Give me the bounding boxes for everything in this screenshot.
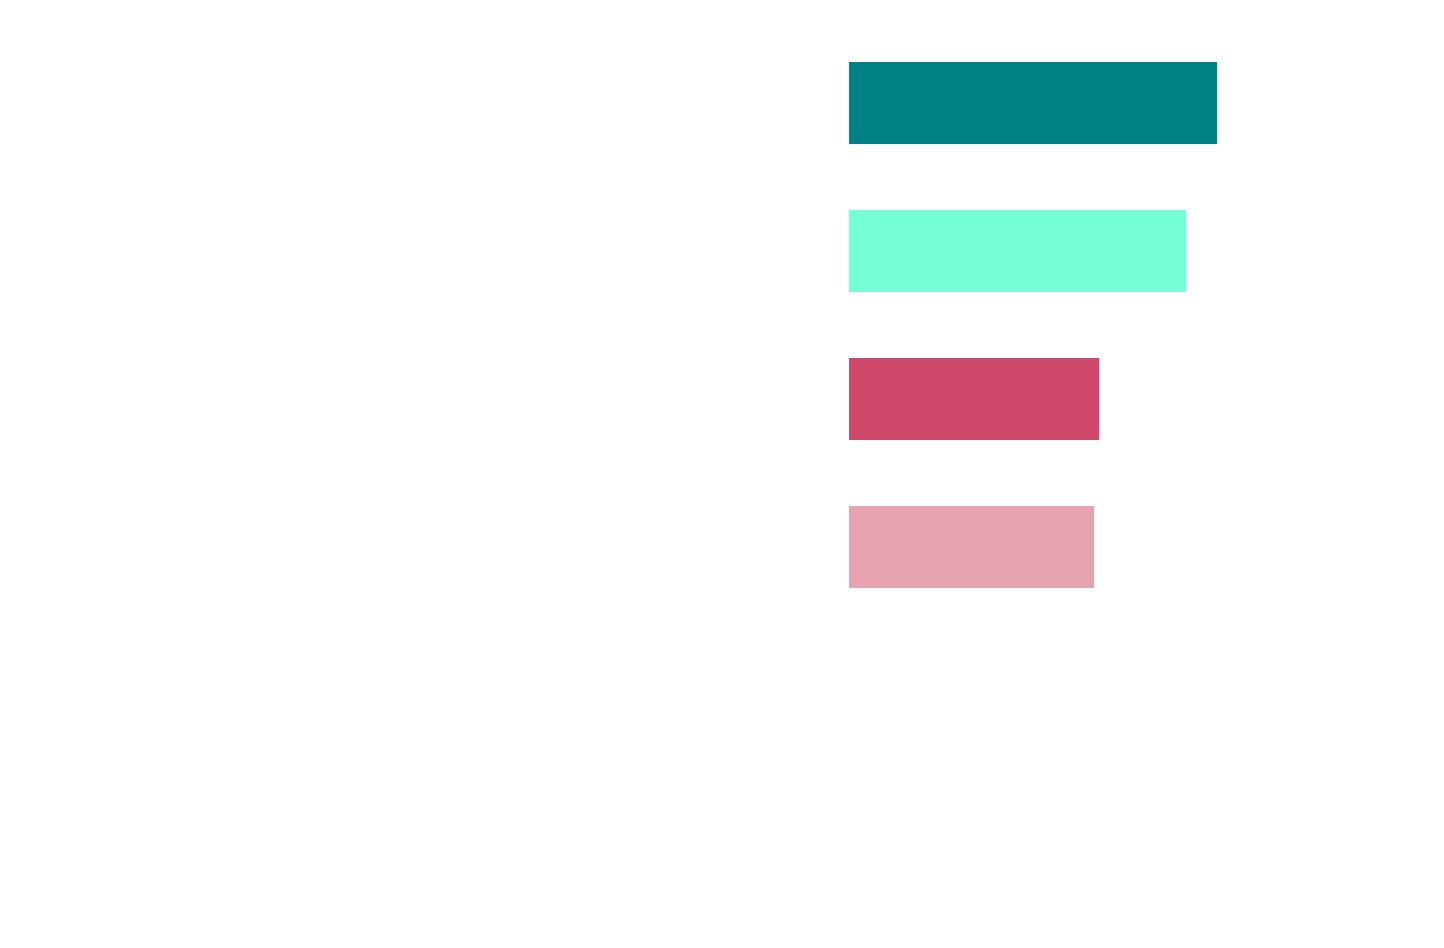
bar-1 [849, 62, 1217, 144]
bar-2 [849, 210, 1187, 292]
bars-group [849, 62, 1217, 588]
bar-3 [849, 358, 1100, 440]
bar-4 [849, 506, 1095, 588]
